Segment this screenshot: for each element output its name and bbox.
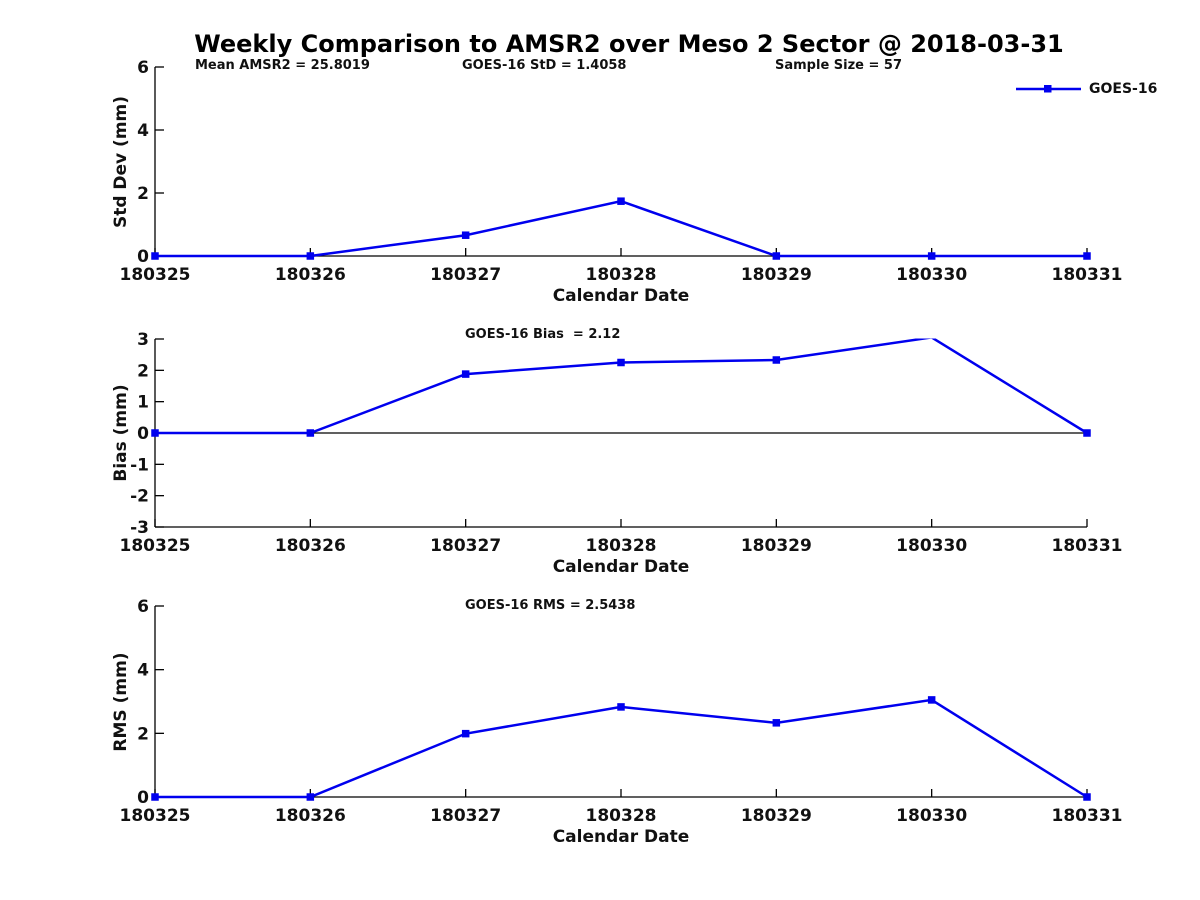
legend-line-sample-icon — [1016, 85, 1081, 93]
data-series-line — [155, 199, 1087, 258]
data-point-marker — [927, 696, 936, 704]
data-point-marker — [1083, 429, 1091, 437]
data-point-marker — [772, 252, 781, 260]
x-tick-label: 180330 — [896, 806, 967, 826]
x-tick-label: 180327 — [430, 806, 501, 826]
y-tick-label: 2 — [137, 361, 149, 381]
data-point-marker — [461, 231, 470, 239]
data-point-marker — [151, 252, 159, 260]
y-tick-label: 4 — [137, 661, 149, 681]
y-tick-label: 0 — [137, 788, 149, 808]
data-point-marker — [151, 429, 159, 437]
annotation-goes16-bias: GOES-16 Bias = 2.12 — [465, 327, 621, 342]
legend-label: GOES-16 — [1089, 81, 1158, 97]
x-tick-label: 180328 — [586, 536, 657, 556]
y-axis-label-bias: Bias (mm) — [111, 384, 131, 482]
x-tick-label: 180328 — [586, 806, 657, 826]
x-tick-label: 180329 — [741, 265, 812, 285]
x-axis-label-2: Calendar Date — [552, 557, 690, 577]
x-tick-label: 180331 — [1052, 265, 1123, 285]
data-point-marker — [306, 252, 315, 260]
annotation-sample-size: Sample Size = 57 — [775, 58, 903, 73]
data-series-line — [155, 338, 1088, 435]
x-tick-label: 180325 — [120, 265, 191, 285]
x-tick-label: 180326 — [275, 806, 346, 826]
x-tick-label: 180330 — [896, 265, 967, 285]
x-tick-label: 180329 — [741, 536, 812, 556]
y-tick-label: 6 — [137, 597, 149, 617]
annotation-goes16-std: GOES-16 StD = 1.4058 — [462, 58, 627, 73]
x-tick-label: 180331 — [1052, 536, 1123, 556]
x-tick-label: 180325 — [120, 806, 191, 826]
data-point-marker — [772, 356, 781, 364]
data-point-marker — [772, 719, 781, 727]
y-tick-label: -1 — [130, 455, 149, 475]
data-point-marker — [306, 429, 315, 437]
y-tick-label: 0 — [137, 247, 149, 267]
x-tick-label: 180329 — [741, 806, 812, 826]
x-tick-label: 180325 — [120, 536, 191, 556]
x-axis-label-1: Calendar Date — [552, 286, 690, 306]
y-tick-label: -2 — [130, 487, 149, 507]
y-axis-label-rms: RMS (mm) — [111, 652, 131, 752]
data-point-marker — [461, 370, 470, 378]
x-tick-label: 180326 — [275, 536, 346, 556]
x-tick-label: 180331 — [1052, 806, 1123, 826]
y-tick-label: 6 — [137, 58, 149, 78]
x-tick-label: 180327 — [430, 265, 501, 285]
data-point-marker — [927, 252, 936, 260]
legend: GOES-16 — [1012, 80, 1157, 98]
y-tick-label: 4 — [137, 121, 149, 141]
x-tick-label: 180330 — [896, 536, 967, 556]
data-point-marker — [617, 358, 625, 367]
data-point-marker — [617, 703, 625, 711]
data-series-line — [155, 698, 1088, 799]
data-point-marker — [306, 793, 315, 801]
y-tick-label: -3 — [130, 518, 149, 538]
data-point-marker — [1083, 793, 1091, 801]
y-tick-label: 2 — [137, 184, 149, 204]
y-axis-label-stddev: Std Dev (mm) — [111, 95, 131, 229]
data-point-marker — [1083, 252, 1091, 260]
x-tick-label: 180326 — [275, 265, 346, 285]
y-tick-label: 2 — [137, 724, 149, 744]
x-tick-label: 180327 — [430, 536, 501, 556]
x-tick-label: 180328 — [586, 265, 657, 285]
figure-title: Weekly Comparison to AMSR2 over Meso 2 S… — [194, 30, 1064, 58]
y-tick-label: 1 — [137, 393, 149, 413]
data-point-marker — [151, 793, 159, 801]
annotation-goes16-rms: GOES-16 RMS = 2.5438 — [465, 598, 636, 613]
data-point-marker — [461, 729, 470, 738]
annotation-mean-amsr2: Mean AMSR2 = 25.8019 — [195, 58, 370, 73]
y-tick-label: 0 — [137, 424, 149, 444]
x-axis-label-3: Calendar Date — [552, 827, 690, 847]
y-tick-label: 3 — [137, 330, 149, 350]
data-point-marker — [617, 197, 625, 205]
